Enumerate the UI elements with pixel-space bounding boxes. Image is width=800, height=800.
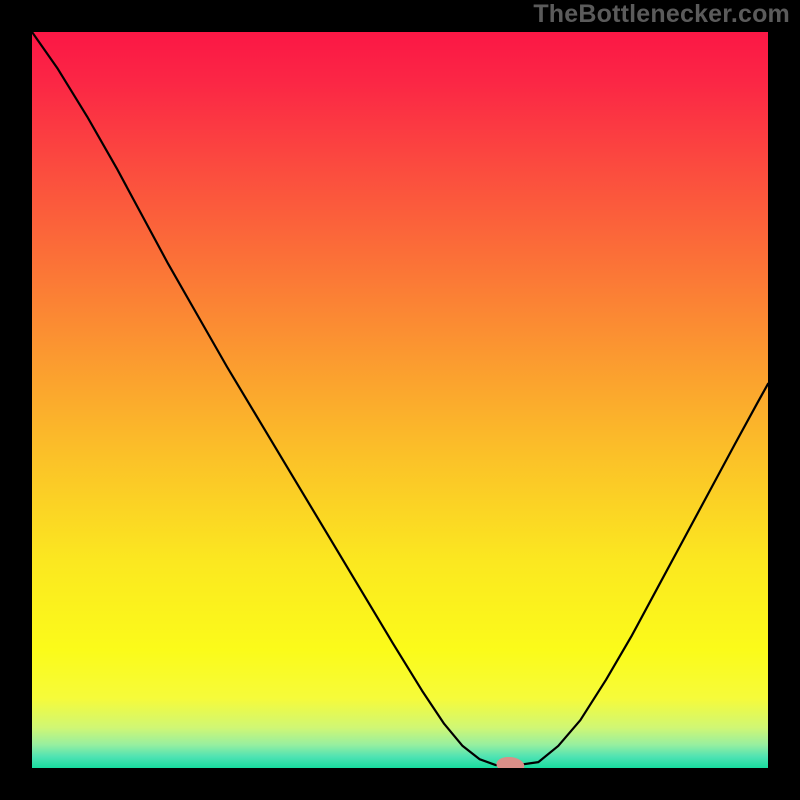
optimum-marker (496, 756, 526, 768)
plot-area (32, 32, 768, 768)
curve-layer (32, 32, 768, 768)
bottleneck-curve (32, 32, 768, 765)
chart-frame: TheBottlenecker.com (0, 0, 800, 800)
watermark-label: TheBottlenecker.com (533, 0, 790, 29)
